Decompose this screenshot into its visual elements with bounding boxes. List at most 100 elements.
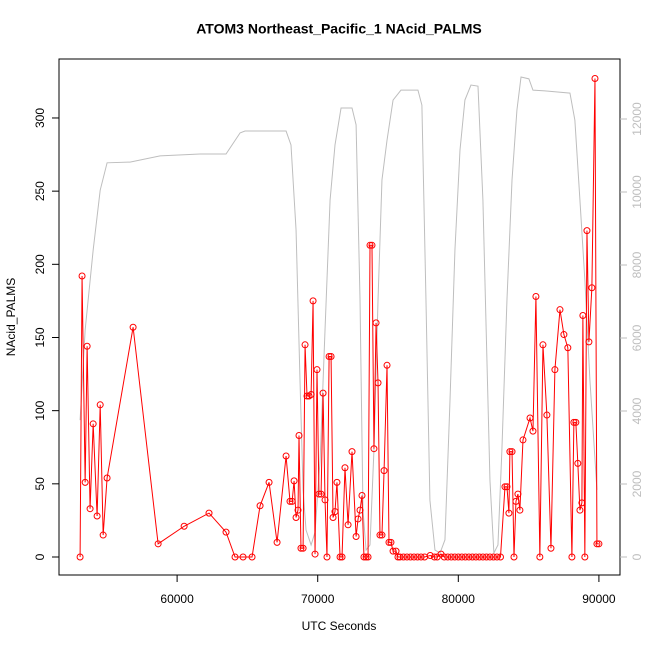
y-tick-label: 50 (33, 477, 47, 491)
data-point (325, 353, 333, 361)
series-line (79, 76, 598, 555)
data-point (83, 342, 91, 350)
y-tick-label: 300 (33, 108, 47, 128)
data-point (458, 553, 466, 561)
data-point (103, 474, 111, 482)
data-point (315, 490, 323, 498)
y-tick-label: 250 (33, 181, 47, 201)
y-tick-label: 0 (33, 553, 47, 560)
data-point (501, 483, 509, 491)
data-point (299, 544, 307, 552)
data-point (447, 553, 455, 561)
plot-frame (58, 58, 621, 576)
data-point (512, 497, 520, 505)
data-point (256, 502, 264, 510)
data-point (321, 496, 329, 504)
data-point (514, 490, 522, 498)
data-point (333, 478, 341, 486)
data-point (338, 553, 346, 561)
x-tick-label: 70000 (301, 592, 335, 606)
data-point (96, 401, 104, 409)
data-point (348, 448, 356, 456)
data-point (510, 553, 518, 561)
data-point (362, 553, 370, 561)
y2-tick-label: 6000 (630, 324, 644, 351)
data-point (239, 553, 247, 561)
y2-tick-label: 2000 (630, 470, 644, 497)
data-point (564, 344, 572, 352)
data-point (568, 553, 576, 561)
data-point (396, 553, 404, 561)
data-point (493, 553, 501, 561)
data-point (472, 553, 480, 561)
data-point (313, 366, 321, 374)
data-point (323, 553, 331, 561)
data-point (547, 544, 555, 552)
data-point (426, 552, 434, 560)
data-point (389, 547, 397, 555)
data-point (307, 391, 315, 399)
data-point (576, 506, 584, 514)
data-point (273, 538, 281, 546)
data-point (86, 505, 94, 513)
data-point (588, 284, 596, 292)
data-point (368, 241, 376, 249)
y-axis-label: NAcid_PALMS (4, 278, 18, 356)
x-tick-label: 60000 (160, 592, 194, 606)
data-point (516, 506, 524, 514)
data-point (543, 411, 551, 419)
data-point (331, 508, 339, 516)
data-point (286, 497, 294, 505)
data-point (288, 497, 296, 505)
y2-tick-label: 8000 (630, 251, 644, 278)
data-point (248, 553, 256, 561)
data-point (383, 361, 391, 369)
y2-tick-label: 0 (630, 553, 644, 560)
data-point (583, 227, 591, 235)
data-point (129, 323, 137, 331)
data-point (222, 528, 230, 536)
data-point (354, 515, 362, 523)
data-point (508, 448, 516, 456)
data-point (99, 531, 107, 539)
data-point (385, 538, 393, 546)
data-point (378, 531, 386, 539)
data-point (444, 553, 452, 561)
data-point (311, 550, 319, 558)
data-point (317, 490, 325, 498)
data-point (301, 341, 309, 349)
data-point (297, 544, 305, 552)
data-point (89, 420, 97, 428)
data-point (305, 392, 313, 400)
y2-tick-label: 4000 (630, 397, 644, 424)
data-point (294, 506, 302, 514)
data-point (93, 512, 101, 520)
data-point (556, 306, 564, 314)
x-tick-label: 90000 (582, 592, 616, 606)
data-point (539, 341, 547, 349)
chart-title: ATOM3 Northeast_Pacific_1 NAcid_PALMS (196, 21, 482, 37)
data-point (366, 241, 374, 249)
x-axis-label: UTC Seconds (302, 619, 377, 633)
data-point (319, 389, 327, 397)
data-point (465, 553, 473, 561)
data-point (76, 553, 84, 561)
data-point (579, 312, 587, 320)
data-point (454, 553, 462, 561)
data-point (364, 553, 372, 561)
data-point (489, 553, 497, 561)
data-point (407, 553, 415, 561)
data-point (486, 553, 494, 561)
data-point (309, 297, 317, 305)
data-point (496, 553, 504, 561)
data-point (595, 540, 603, 548)
data-point (231, 553, 239, 561)
data-point (461, 553, 469, 561)
data-point (529, 427, 537, 435)
data-point (341, 464, 349, 472)
data-point (399, 553, 407, 561)
data-point (570, 418, 578, 426)
data-point (519, 436, 527, 444)
data-point (532, 293, 540, 301)
